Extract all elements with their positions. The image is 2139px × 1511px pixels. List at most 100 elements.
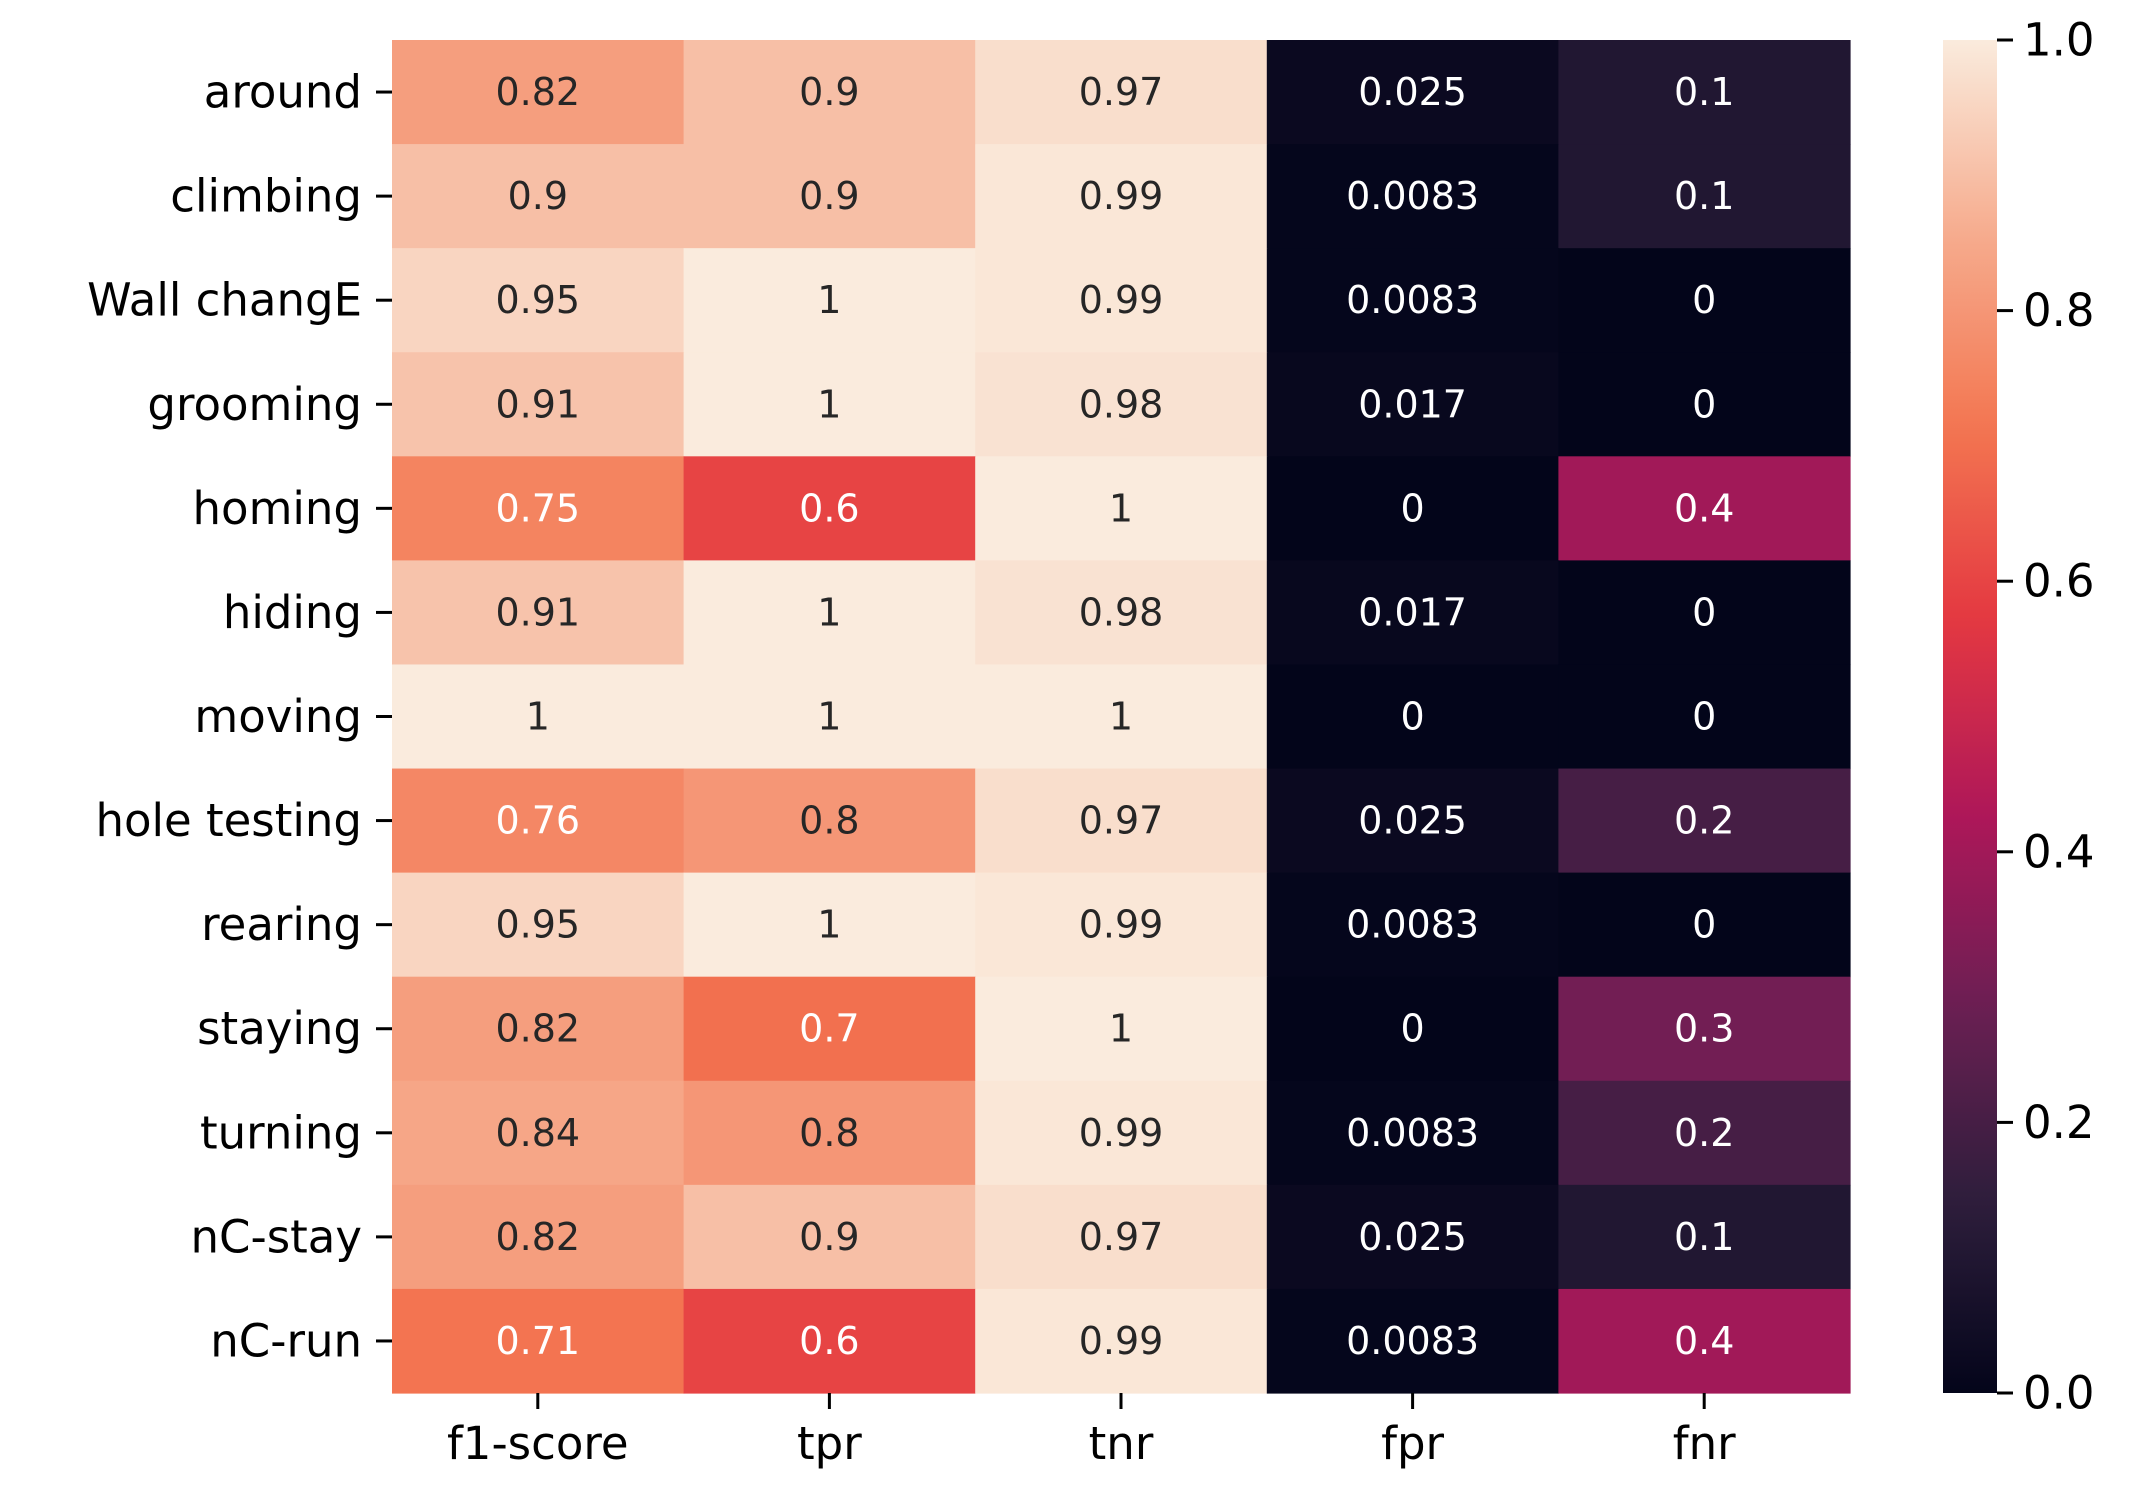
cell-annotation: 0.4 [1674,486,1734,530]
cell-annotation: 0.8 [799,1111,859,1155]
heatmap-cell-7-2 [975,768,1268,874]
cell-annotations: 0.82 0.9 0.97 0.025 0.1 0.9 0.9 0.99 0.0083 0.1 0.… [495,70,1734,1363]
heatmap-cell-6-0 [392,664,685,770]
heatmap-cell-10-4 [1558,1080,1851,1186]
y-tick-label: nC-stay [191,1210,362,1263]
cell-annotation: 0.91 [495,382,580,426]
cell-annotation: 0.75 [495,486,580,530]
heatmap-cell-9-3 [1266,976,1559,1082]
heatmap-cell-1-2 [975,144,1268,249]
heatmap-cell-8-1 [683,872,976,978]
heatmap-cell-5-3 [1266,560,1559,666]
heatmap-cell-1-0 [392,144,685,249]
cell-annotation: 1 [817,590,841,634]
heatmap-cell-9-2 [975,976,1268,1082]
heatmap-cell-7-3 [1266,768,1559,874]
heatmap-cell-4-3 [1266,456,1559,561]
heatmap-cell-2-1 [683,248,976,353]
cell-annotation: 0 [1692,695,1716,739]
x-tick-label: fpr [1381,1417,1444,1470]
y-axis: around climbing Wall changE grooming homing h… [87,66,392,1367]
heatmap-cell-8-4 [1558,872,1851,978]
heatmap-cell-7-1 [683,768,976,874]
cell-annotation: 0.97 [1079,799,1164,843]
heatmap-cell-5-0 [392,560,685,666]
heatmap-cell-5-2 [975,560,1268,666]
cell-annotation: 0.0083 [1346,174,1479,218]
cell-annotation: 0.99 [1079,278,1164,322]
cell-annotation: 0.76 [495,799,580,843]
cell-annotation: 0.91 [495,590,580,634]
heatmap-cell-10-2 [975,1080,1268,1186]
cell-annotation: 0.9 [508,174,568,218]
heatmap-cell-9-0 [392,976,685,1082]
heatmap-cell-4-0 [392,456,685,561]
cell-annotation: 0.82 [495,1215,580,1259]
cell-annotation: 0.9 [799,174,859,218]
cell-annotation: 0.82 [495,70,580,114]
heatmap-cell-11-2 [975,1184,1268,1290]
heatmap-cell-8-3 [1266,872,1559,978]
cell-annotation: 0.0083 [1346,278,1479,322]
cell-annotation: 1 [817,278,841,322]
cell-annotation: 0.84 [495,1111,580,1155]
y-tick-label: grooming [147,378,362,431]
heatmap-cell-5-4 [1558,560,1851,666]
colorbar-tick-label: 0.0 [2023,1367,2095,1420]
heatmap-cell-6-2 [975,664,1268,770]
heatmap-cell-2-3 [1266,248,1559,353]
cell-annotation: 0.95 [495,278,580,322]
heatmap-cell-11-4 [1558,1184,1851,1290]
cell-annotation: 0.1 [1674,1215,1734,1259]
cell-annotation: 0 [1401,486,1425,530]
y-tick-label: turning [200,1106,362,1159]
cell-annotation: 0.6 [799,1319,859,1363]
heatmap-cell-3-3 [1266,352,1559,457]
y-tick-label: hole testing [95,794,362,847]
cell-annotation: 0.8 [799,799,859,843]
heatmap-cell-0-1 [683,40,976,145]
cell-annotation: 0.3 [1674,1007,1734,1051]
cell-annotation: 0.4 [1674,1319,1734,1363]
cell-annotation: 1 [1109,1007,1133,1051]
y-tick-label: climbing [170,170,362,223]
heatmap-cell-12-3 [1266,1288,1559,1394]
cell-annotation: 0.99 [1079,903,1164,947]
colorbar-tick-label: 0.8 [2023,284,2095,337]
heatmap-cell-12-1 [683,1288,976,1394]
cell-annotation: 0.99 [1079,174,1164,218]
x-axis: f1-score tpr tnr fpr fnr [447,1393,1736,1470]
colorbar-tick-label: 0.4 [2023,825,2095,878]
cell-annotation: 0.017 [1358,590,1467,634]
cell-annotation: 0.6 [799,486,859,530]
cell-annotation: 1 [817,695,841,739]
heatmap-cells [392,40,1851,1394]
colorbar-tick-label: 1.0 [2023,14,2095,67]
heatmap-cell-1-1 [683,144,976,249]
heatmap-cell-2-2 [975,248,1268,353]
x-tick-label: fnr [1673,1417,1736,1470]
colorbar-tick-label: 0.6 [2023,555,2095,608]
heatmap-cell-8-2 [975,872,1268,978]
heatmap-cell-9-1 [683,976,976,1082]
heatmap-cell-0-0 [392,40,685,145]
cell-annotation: 0.1 [1674,174,1734,218]
cell-annotation: 0.97 [1079,70,1164,114]
heatmap-cell-4-2 [975,456,1268,561]
cell-annotation: 1 [526,695,550,739]
cell-annotation: 1 [1109,486,1133,530]
cell-annotation: 0.98 [1079,382,1164,426]
heatmap-cell-6-1 [683,664,976,770]
y-tick-label: homing [193,482,362,535]
heatmap-cell-1-3 [1266,144,1559,249]
cell-annotation: 0.99 [1079,1319,1164,1363]
y-tick-label: moving [194,690,362,743]
heatmap-cell-11-1 [683,1184,976,1290]
heatmap-cell-3-4 [1558,352,1851,457]
heatmap-cell-4-1 [683,456,976,561]
heatmap-cell-9-4 [1558,976,1851,1082]
cell-annotation: 0.0083 [1346,1319,1479,1363]
cell-annotation: 0 [1692,590,1716,634]
cell-annotation: 0.97 [1079,1215,1164,1259]
